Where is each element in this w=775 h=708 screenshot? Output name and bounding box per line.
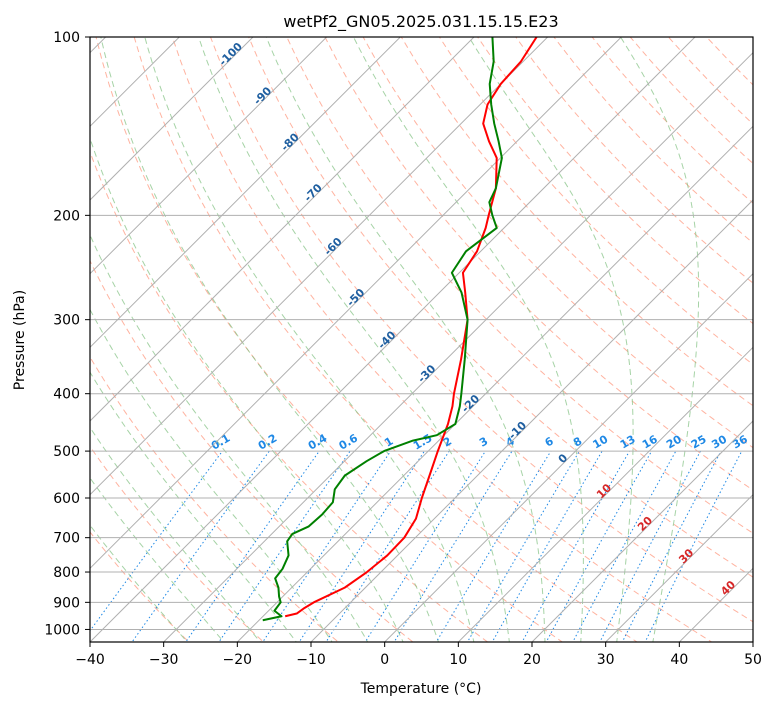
chart-title: wetPf2_GN05.2025.031.15.15.E23 xyxy=(283,12,558,32)
dewpoint-line xyxy=(262,37,503,622)
moist-adiabat xyxy=(100,37,440,642)
x-tick-label: −10 xyxy=(296,652,326,668)
dry-adiabat xyxy=(133,37,638,642)
moist-adiabat xyxy=(353,37,584,642)
dry-adiabat xyxy=(171,37,713,642)
isotherm xyxy=(457,346,753,642)
isobars xyxy=(90,37,753,630)
isotherms xyxy=(90,37,753,642)
x-axis-label: Temperature (°C) xyxy=(360,681,482,697)
isotherm xyxy=(90,37,696,642)
isotherm xyxy=(90,37,402,349)
dry-adiabat xyxy=(248,37,753,578)
plot-frame xyxy=(89,36,754,643)
x-tick-label: 50 xyxy=(744,652,762,668)
isotherm xyxy=(310,199,753,642)
isotherm xyxy=(90,37,254,201)
isotherm xyxy=(90,37,328,275)
dry-adiabat xyxy=(209,37,753,623)
isotherm xyxy=(90,37,475,422)
y-tick-label: 100 xyxy=(53,30,80,46)
isotherm xyxy=(383,272,753,642)
dry-adiabat xyxy=(90,259,414,642)
x-tick-label: 30 xyxy=(597,652,615,668)
plot-area: 0.10.20.40.611.52346810131620253036 -100… xyxy=(90,37,753,642)
y-tick-label: 200 xyxy=(53,208,80,224)
isotherm xyxy=(531,420,753,642)
y-tick-label: 500 xyxy=(53,444,80,460)
dry-adiabat xyxy=(515,37,753,284)
sounding-series xyxy=(262,37,538,622)
x-tick-label: 20 xyxy=(523,652,541,668)
y-tick-label: 800 xyxy=(53,565,80,581)
y-tick-label: 300 xyxy=(53,313,80,329)
isotherm xyxy=(90,37,623,570)
dry-adiabat xyxy=(90,531,190,642)
isotherm xyxy=(90,37,549,496)
isotherm xyxy=(162,51,753,642)
dry-adiabat xyxy=(90,150,489,642)
x-tick-label: −20 xyxy=(223,652,253,668)
isotherm xyxy=(90,37,181,128)
y-axis: 100 200 300 400 500 600 700 800 900 1000 xyxy=(44,30,90,638)
moist-adiabat xyxy=(468,37,634,642)
y-tick-label: 900 xyxy=(53,595,80,611)
x-tick-label: 10 xyxy=(449,652,467,668)
x-tick-label: −40 xyxy=(75,652,105,668)
x-tick-label: −30 xyxy=(149,652,179,668)
isotherm xyxy=(604,493,753,642)
y-tick-label: 1000 xyxy=(44,622,80,638)
y-tick-label: 400 xyxy=(53,387,80,403)
moist-adiabat xyxy=(620,37,700,642)
isotherm xyxy=(236,125,753,642)
dry-adiabat xyxy=(90,445,265,642)
y-tick-label: 600 xyxy=(53,491,80,507)
dry-adiabat xyxy=(438,37,753,366)
x-tick-label: 0 xyxy=(380,652,389,668)
x-tick-label: 40 xyxy=(670,652,688,668)
temperature-line xyxy=(284,37,538,618)
moist-adiabat xyxy=(265,37,546,642)
dry-adiabat xyxy=(324,37,753,491)
dry-adiabats xyxy=(90,37,753,642)
y-axis-label: Pressure (hPa) xyxy=(12,290,28,390)
dry-adiabat xyxy=(95,37,564,642)
x-axis: −40 −30 −20 −10 0 10 20 30 40 50 xyxy=(75,642,762,668)
dry-adiabat xyxy=(476,37,753,325)
moist-adiabat xyxy=(90,308,333,642)
dry-adiabat xyxy=(286,37,753,534)
y-tick-label: 700 xyxy=(53,531,80,547)
moist-adiabat xyxy=(144,37,475,642)
